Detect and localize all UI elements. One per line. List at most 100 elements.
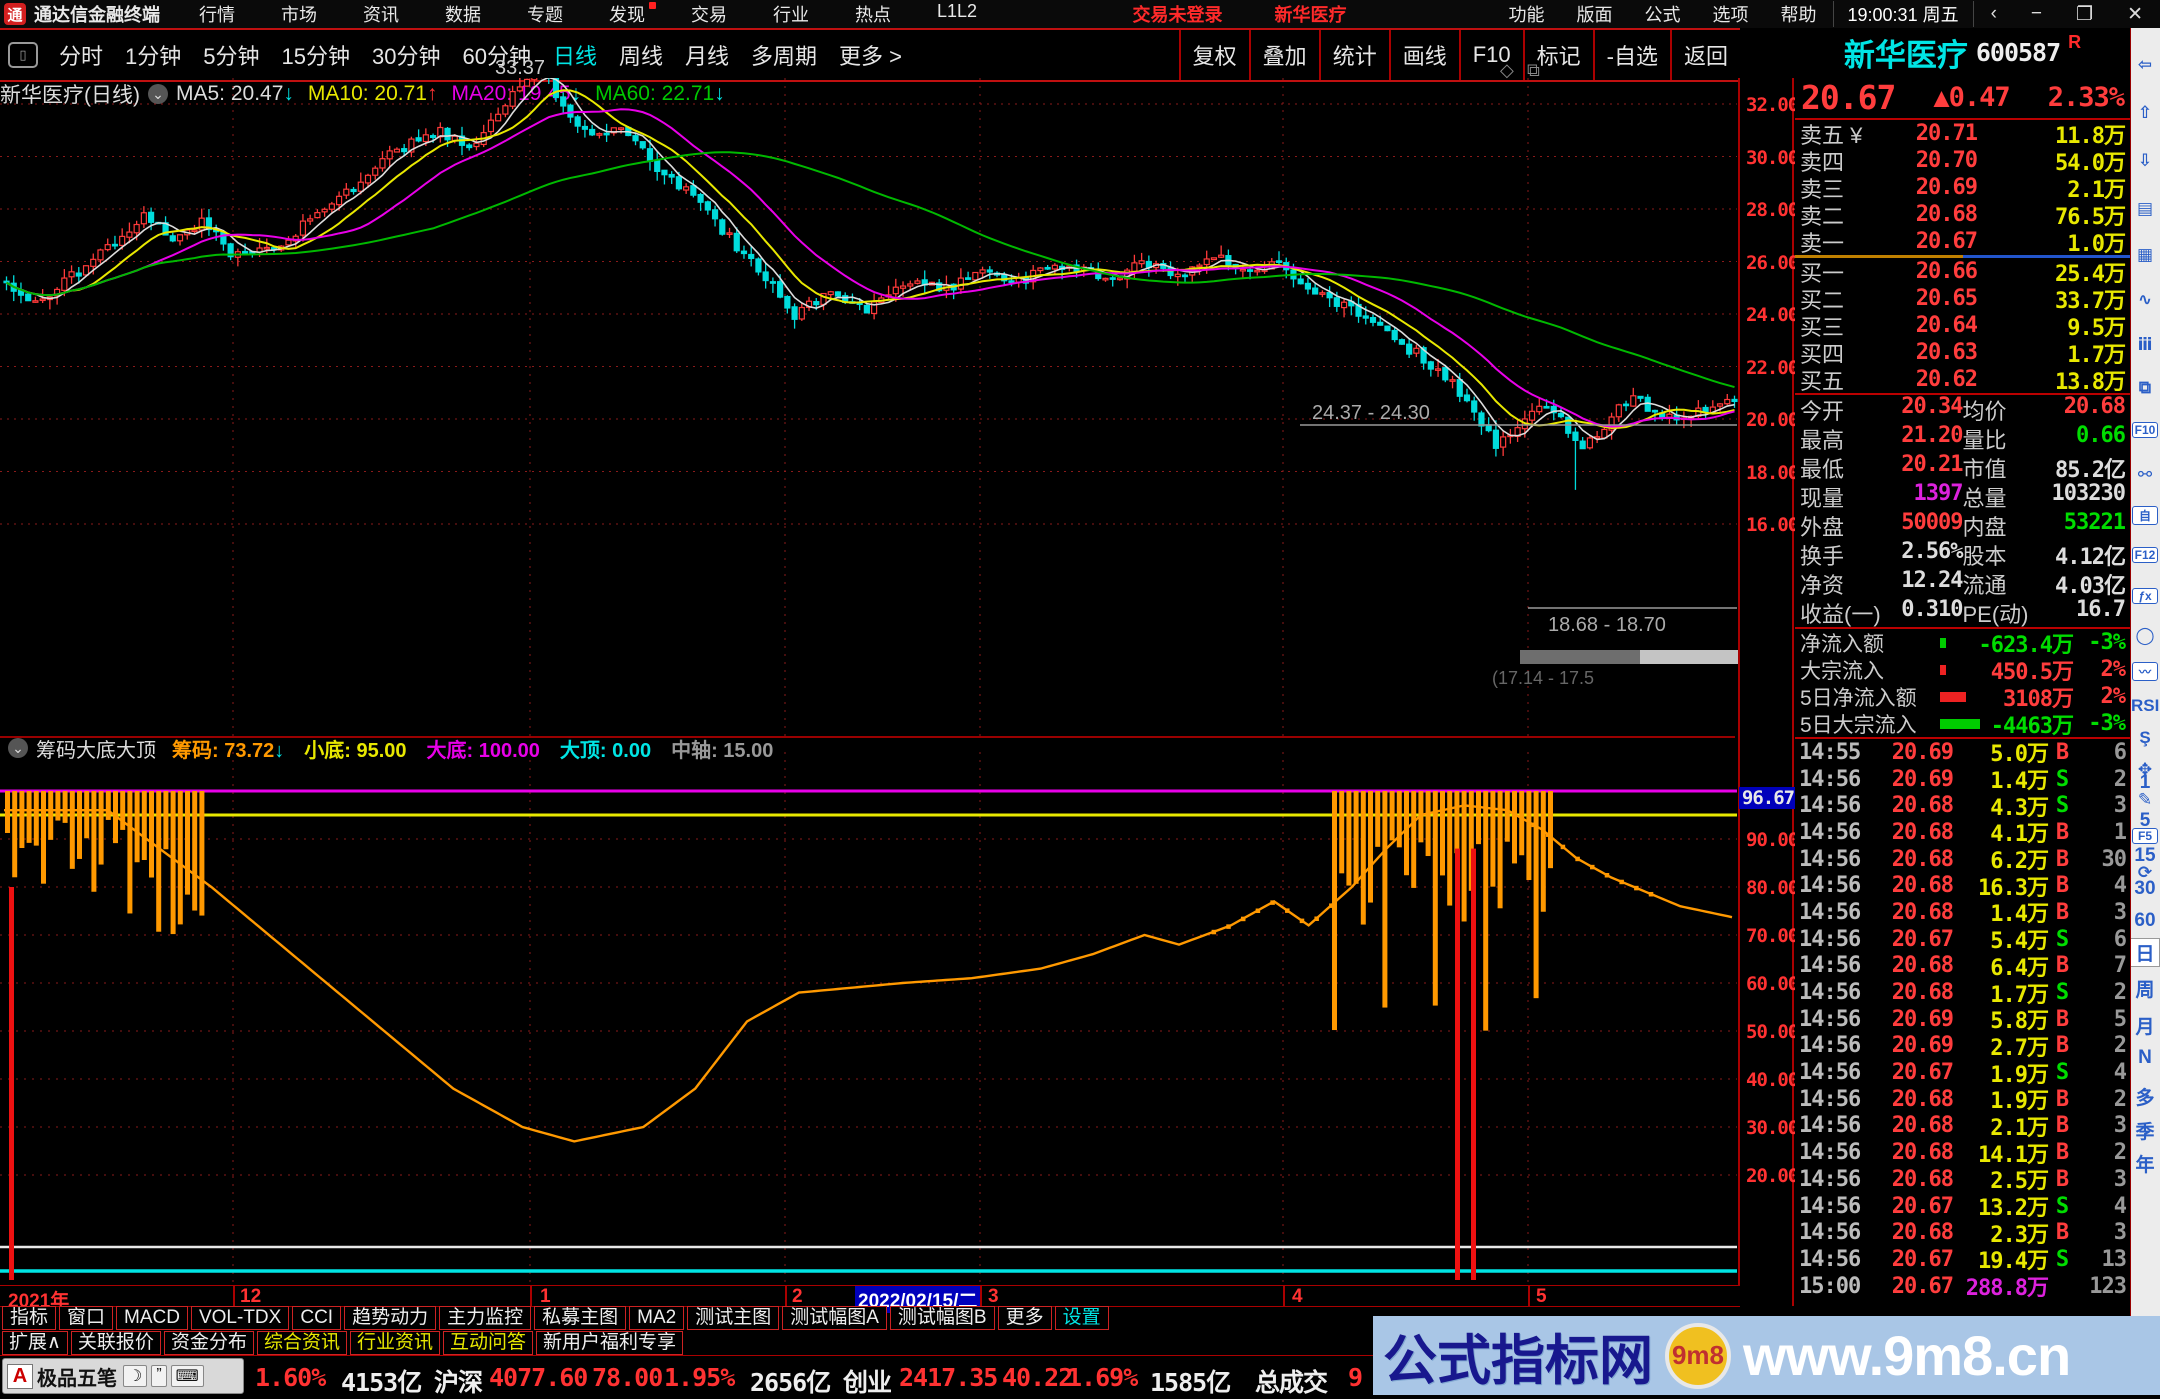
tick-row[interactable]: 14:56 20.68 1.4万 B 3	[1799, 899, 2127, 928]
rsi-icon[interactable]: RSI	[2131, 696, 2160, 715]
tick-row[interactable]: 14:56 20.68 2.1万 B 3	[1799, 1113, 2127, 1141]
relation-tree-icon[interactable]: ⚯	[2137, 465, 2153, 484]
tool-F10[interactable]: F10	[1458, 30, 1523, 80]
strip-period-1[interactable]: 1	[2139, 772, 2151, 793]
period-1分钟[interactable]: 1分钟	[125, 44, 182, 69]
down-icon[interactable]: ⇩	[2137, 151, 2153, 170]
candlestick-chart[interactable]	[0, 78, 1740, 738]
tick-row[interactable]: 14:56 20.69 5.8万 B 5	[1799, 1006, 2127, 1035]
strip-period-季[interactable]: 季	[2135, 1122, 2155, 1143]
menu-item-热点[interactable]: 热点	[855, 5, 891, 25]
stock-notice[interactable]: 新华医疗	[1274, 5, 1347, 25]
minimize-icon[interactable]: −	[2030, 2, 2043, 24]
tool-画线[interactable]: 画线	[1388, 30, 1459, 80]
tick-row[interactable]: 15:00 20.67 288.8万 123	[1799, 1273, 2127, 1302]
tool--自选[interactable]: -自选	[1592, 30, 1670, 80]
subtab-资金分布[interactable]: 资金分布	[163, 1331, 254, 1355]
collapse-window-icon[interactable]: ‹	[1990, 2, 1997, 24]
menu-item-选项[interactable]: 选项	[1712, 5, 1749, 25]
strip-period-15[interactable]: 15	[2134, 845, 2156, 866]
period-30分钟[interactable]: 30分钟	[372, 44, 441, 69]
tab-私募主图[interactable]: 私募主图	[534, 1306, 627, 1330]
menu-item-发现[interactable]: 发现	[586, 1, 668, 27]
strip-period-30[interactable]: 30	[2134, 878, 2156, 899]
restore-icon[interactable]: ❐	[2076, 3, 2094, 25]
diamond-icon[interactable]: ◇	[1500, 60, 1514, 80]
subtab-扩展∧[interactable]: 扩展∧	[2, 1331, 68, 1355]
circle-icon[interactable]: ◯	[2135, 626, 2155, 645]
tick-row[interactable]: 14:56 20.68 14.1万 B 2	[1799, 1140, 2127, 1168]
menu-item-资讯[interactable]: 资讯	[363, 5, 399, 25]
subtab-互动问答[interactable]: 互动问答	[442, 1331, 533, 1355]
tab-CCI[interactable]: CCI	[292, 1306, 342, 1330]
menu-item-行业[interactable]: 行业	[773, 5, 809, 25]
strip-period-多[interactable]: 多	[2135, 1088, 2155, 1109]
banner-url[interactable]: www.9m8.cn	[1743, 1324, 2071, 1387]
menu-item-数据[interactable]: 数据	[445, 5, 481, 25]
tab-MACD[interactable]: MACD	[116, 1306, 188, 1330]
tick-row[interactable]: 14:56 20.67 1.9万 S 4	[1799, 1060, 2127, 1088]
strip-period-年[interactable]: 年	[2135, 1155, 2155, 1176]
punctuation-icon[interactable]: ”	[151, 1365, 167, 1387]
f12-icon[interactable]: F12	[2132, 547, 2158, 563]
refresh-icon[interactable]: ⟳	[2137, 863, 2153, 882]
tab-测试幅图B[interactable]: 测试幅图B	[889, 1306, 995, 1330]
menu-item-专题[interactable]: 专题	[527, 5, 563, 25]
tick-row[interactable]: 14:56 20.68 1.7万 S 2	[1799, 980, 2127, 1008]
menu-item-市场[interactable]: 市场	[281, 5, 317, 25]
indicator-chart[interactable]	[0, 752, 1740, 1285]
menu-item-帮助[interactable]: 帮助	[1780, 5, 1817, 25]
menu-item-版面[interactable]: 版面	[1576, 5, 1613, 25]
collapse-indicator-icon[interactable]: ⌄	[8, 738, 28, 758]
menu-item-功能[interactable]: 功能	[1508, 5, 1545, 25]
tick-row[interactable]: 14:56 20.67 19.4万 S 13	[1799, 1246, 2127, 1275]
tool-返回[interactable]: 返回	[1669, 30, 1740, 80]
report-list-icon[interactable]: ▤	[2136, 199, 2154, 218]
strip-period-60[interactable]: 60	[2134, 910, 2156, 931]
auto-icon[interactable]: 自	[2132, 506, 2158, 525]
wave-icon[interactable]: 〰	[2132, 662, 2158, 681]
tick-row[interactable]: 14:56 20.67 5.4万 S 6	[1799, 926, 2127, 955]
moon-icon[interactable]: ☽	[123, 1365, 148, 1387]
tool-复权[interactable]: 复权	[1178, 30, 1249, 80]
period-60分钟[interactable]: 60分钟	[462, 44, 531, 69]
line-chart-icon[interactable]: ∿	[2137, 290, 2153, 309]
period-分时[interactable]: 分时	[59, 44, 104, 69]
tick-list[interactable]: 14:55 20.69 5.0万 B 6 14:56 20.69 1.4万 S 2 14:56 20.…	[1795, 739, 2130, 1302]
tool-标记[interactable]: 标记	[1522, 30, 1593, 80]
indicator-name[interactable]: 筹码大底大顶	[36, 739, 156, 762]
period-月线[interactable]: 月线	[685, 44, 730, 69]
period-日线[interactable]: 日线	[552, 44, 597, 69]
menu-item-公式[interactable]: 公式	[1644, 5, 1681, 25]
money-icon[interactable]: Ş	[2139, 728, 2151, 747]
ime-mode-icon[interactable]: A	[7, 1363, 33, 1389]
collapse-chart-icon[interactable]: ⌄	[148, 84, 168, 104]
tick-row[interactable]: 14:56 20.68 1.9万 B 2	[1799, 1086, 2127, 1115]
tick-row[interactable]: 14:56 20.69 2.7万 B 2	[1799, 1033, 2127, 1061]
candle-chart-icon[interactable]: ⅲ	[2137, 335, 2153, 354]
trade-login-notice[interactable]: 交易未登录	[1132, 5, 1223, 25]
period-更多 >[interactable]: 更多 >	[839, 44, 902, 69]
tool-叠加[interactable]: 叠加	[1248, 30, 1319, 80]
input-method-panel[interactable]: A 极品五笔 ☽” ⌨	[2, 1358, 244, 1394]
ime-name[interactable]: 极品五笔	[37, 1367, 117, 1390]
tick-row[interactable]: 14:56 20.68 16.3万 B 4	[1799, 873, 2127, 901]
panel-toggle-icon[interactable]: ▯	[8, 42, 38, 68]
strip-period-N[interactable]: N	[2138, 1047, 2152, 1068]
period-多周期[interactable]: 多周期	[751, 44, 818, 69]
tab-主力监控[interactable]: 主力监控	[439, 1306, 532, 1330]
tab-测试幅图A[interactable]: 测试幅图A	[782, 1306, 887, 1330]
close-icon[interactable]: ✕	[2127, 3, 2143, 25]
menu-item-L1L2[interactable]: L1L2	[937, 1, 978, 21]
strip-period-日[interactable]: 日	[2131, 938, 2160, 967]
tab-指标[interactable]: 指标	[2, 1306, 57, 1330]
menu-item-交易[interactable]: 交易	[691, 5, 727, 25]
tab-趋势动力[interactable]: 趋势动力	[344, 1306, 437, 1330]
f10-icon[interactable]: F10	[2132, 422, 2158, 438]
tick-row[interactable]: 14:56 20.68 4.1万 B 1	[1799, 819, 2127, 848]
subtab-新用户福利专享[interactable]: 新用户福利专享	[536, 1331, 684, 1355]
period-5分钟[interactable]: 5分钟	[203, 44, 260, 69]
strip-period-周[interactable]: 周	[2135, 980, 2155, 1001]
tab-窗口[interactable]: 窗口	[59, 1306, 114, 1330]
tick-row[interactable]: 14:56 20.68 2.3万 B 3	[1799, 1220, 2127, 1248]
